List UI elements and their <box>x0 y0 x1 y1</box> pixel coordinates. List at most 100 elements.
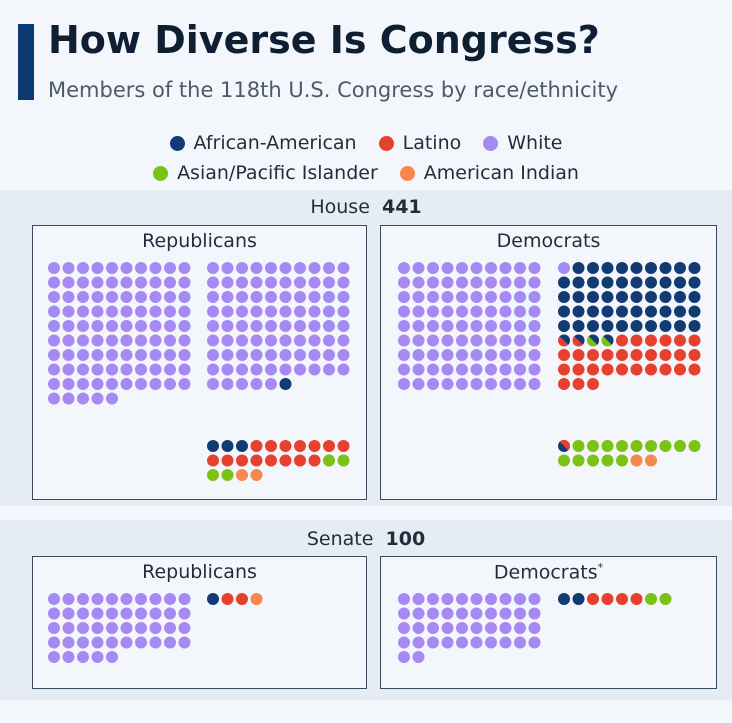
house-dem-dot <box>558 305 570 318</box>
house-rep-white-dot <box>250 291 263 303</box>
house-rep-white-dot <box>77 392 89 405</box>
house-dem-white-dot <box>485 276 497 289</box>
senate-rep-white-dot <box>77 651 89 663</box>
senate-dem-white-dot <box>441 622 454 634</box>
house-rep-white-dot <box>62 276 75 289</box>
senate-rep-white-dot <box>77 622 89 634</box>
senate-rep-white-dot <box>48 607 60 620</box>
house-rep-white-dot <box>207 262 219 274</box>
house-dem-white-dot <box>485 305 497 318</box>
house-dem-white-dot <box>528 262 541 274</box>
house-rep-white-dot <box>120 320 133 332</box>
house-rep-white-dot <box>91 392 104 405</box>
house-rep-diverse-dot <box>294 440 306 452</box>
senate-dem-white-dot <box>412 651 425 663</box>
house-rep-white-dot <box>236 276 248 289</box>
senate-dem-white-dot <box>456 593 468 605</box>
house-rep-white-dot <box>62 334 75 347</box>
house-rep-white-dot <box>91 276 104 289</box>
house-dem-dot <box>659 262 672 274</box>
house-rep-white-dot <box>265 291 277 303</box>
house-rep-white-dot <box>221 320 234 332</box>
house-rep-white-dot <box>135 334 147 347</box>
house-rep-white-dot <box>250 349 263 361</box>
house-dem-white-dot <box>398 334 410 347</box>
senate-rep-white-dot <box>48 593 60 605</box>
panel-label: Republicans <box>142 561 257 583</box>
senate-dem-white-dot <box>470 593 483 605</box>
house-dem-dot <box>688 291 701 303</box>
house-dem-white-dot <box>412 349 425 361</box>
house-dem-diverse-dot <box>688 440 701 452</box>
house-rep-white-dot <box>250 320 263 332</box>
house-dem-white-dot <box>514 363 526 376</box>
house-rep-white-dot <box>91 334 104 347</box>
senate-dem-white-dot <box>514 593 526 605</box>
legend-item-white: White <box>483 132 562 154</box>
senate-dem-white-dot <box>528 593 541 605</box>
house-rep-white-dot <box>77 291 89 303</box>
house-rep-white-dot <box>77 349 89 361</box>
house-dem-dot <box>558 276 570 289</box>
house-rep-diverse-dot <box>207 469 219 481</box>
house-dem-white-dot <box>412 262 425 274</box>
house-rep-diverse-dot <box>265 454 277 467</box>
house-rep-white-dot <box>62 378 75 390</box>
house-dem-white-dot <box>427 378 439 390</box>
senate-dem-white-dot <box>412 636 425 649</box>
house-rep-white-dot <box>164 276 176 289</box>
senate-rep-white-dot <box>48 622 60 634</box>
legend-dot <box>378 135 394 151</box>
house-rep-diverse-dot <box>308 454 321 467</box>
house-rep-white-dot <box>221 363 234 376</box>
legend-item-american-indian: American Indian <box>399 162 579 184</box>
house-rep-white-dot <box>337 262 350 274</box>
house-rep-diverse-dot <box>221 469 234 481</box>
senate-rep-white-dot <box>106 651 118 663</box>
house-rep-white-dot <box>279 276 292 289</box>
senate-rep-white-dot <box>62 593 75 605</box>
house-rep-white-dot <box>62 305 75 318</box>
house-rep-diverse-dot <box>323 454 335 467</box>
house-rep-white-dot <box>48 320 60 332</box>
house-dem-dot <box>674 291 686 303</box>
house-dem-dot <box>645 334 657 347</box>
house-rep-white-dot <box>279 305 292 318</box>
house-dem-white-dot <box>499 305 512 318</box>
house-dem-diverse-dot <box>587 454 599 467</box>
house-dem-diverse-dot <box>645 440 657 452</box>
senate-rep-white-dot <box>135 622 147 634</box>
house-rep-white-dot <box>279 349 292 361</box>
house-dem-diverse-split-dot <box>558 440 570 452</box>
house-rep-white-dot <box>308 262 321 274</box>
senate-rep-white-dot <box>149 636 162 649</box>
senate-rep-white-dot <box>91 607 104 620</box>
house-rep-white-dot <box>106 392 118 405</box>
house-dem-white-dot <box>456 276 468 289</box>
house-dem-white-dot <box>485 334 497 347</box>
house-rep-white-dot <box>91 262 104 274</box>
house-dem-white-dot <box>441 334 454 347</box>
house-rep-white-dot <box>279 320 292 332</box>
senate-rep-white-dot <box>77 636 89 649</box>
split-dot-primary <box>574 334 585 345</box>
house-rep-white-dot <box>279 378 292 390</box>
senate-rep-white-dot <box>77 593 89 605</box>
senate-rep-white-dot <box>106 607 118 620</box>
house-heading: House 441 <box>0 196 732 218</box>
house-rep-white-dot <box>265 320 277 332</box>
senate-rep-white-dot <box>135 607 147 620</box>
house-rep-white-dot <box>308 349 321 361</box>
senate-rep-white-dot <box>135 636 147 649</box>
house-rep-white-dot <box>250 305 263 318</box>
senate-dem-white-dot <box>470 622 483 634</box>
senate-rep-white-dot <box>178 607 191 620</box>
house-rep-white-dot <box>91 378 104 390</box>
house-rep-white-dot <box>236 378 248 390</box>
house-rep-white-dot <box>149 262 162 274</box>
house-dem-white-dot <box>528 276 541 289</box>
senate-section: Senate 100 Republicans Democrats* <box>0 520 732 700</box>
house-dem-white-dot <box>441 320 454 332</box>
house-dem-white-dot <box>514 378 526 390</box>
house-rep-white-dot <box>164 320 176 332</box>
